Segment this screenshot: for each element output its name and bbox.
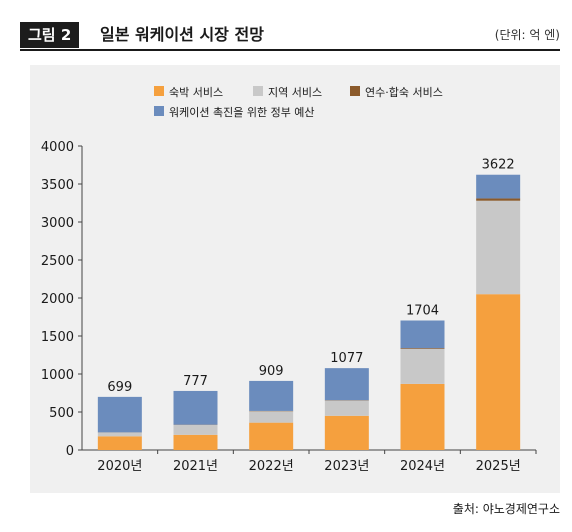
legend-label-3: 워케이션 촉진을 위한 정부 예산 [169,106,315,119]
bar-segment-2 [476,198,521,201]
bar-total-label: 3622 [482,158,515,173]
legend-swatch-2 [350,86,360,96]
y-tick-label: 2000 [41,292,74,307]
bar-segment-0 [400,383,445,450]
bar-segment-2 [400,348,445,349]
x-tick-label: 2022년 [249,459,294,474]
bar-segment-0 [249,422,294,450]
unit-label: (단위: 억 엔) [494,28,560,42]
figure-title: 일본 워케이션 시장 전망 [100,25,264,44]
bar-segment-0 [173,434,218,450]
x-tick-label: 2023년 [324,459,369,474]
bar-total-label: 1077 [330,351,363,366]
bar-segment-1 [249,411,294,423]
bar-segment-3 [97,396,142,433]
y-tick-label: 1000 [41,368,74,383]
legend-swatch-1 [253,86,263,96]
bar-segment-1 [173,424,218,435]
x-tick-label: 2024년 [400,459,445,474]
bar-segment-1 [400,348,445,384]
bar-segment-3 [476,174,521,199]
y-tick-label: 2500 [41,254,74,269]
bar-segment-3 [324,368,369,401]
bar-total-label: 909 [259,364,284,379]
x-tick-label: 2020년 [97,459,142,474]
legend-label-0: 숙박 서비스 [169,86,223,99]
bar-total-label: 699 [107,380,132,395]
y-tick-label: 3500 [41,178,74,193]
bar-segment-1 [324,400,369,416]
legend-swatch-0 [154,86,164,96]
y-tick-label: 0 [66,444,74,459]
y-tick-label: 500 [49,406,74,421]
bar-segment-0 [97,436,142,450]
legend-swatch-3 [154,106,164,116]
figure-header: 그림 2 일본 워케이션 시장 전망 (단위: 억 엔) [20,22,560,48]
bar-segment-3 [249,380,294,411]
y-tick-label: 4000 [41,140,74,155]
bar-segment-1 [97,432,142,437]
legend-label-1: 지역 서비스 [268,86,322,99]
y-tick-label: 1500 [41,330,74,345]
y-tick-label: 3000 [41,216,74,231]
header-rule [20,49,560,51]
bar-segment-0 [476,294,521,450]
bar-total-label: 1704 [406,303,439,318]
x-tick-label: 2025년 [476,459,521,474]
bar-segment-3 [173,390,218,425]
source-note: 출처: 야노경제연구소 [452,502,560,516]
bar-segment-1 [476,200,521,295]
figure-label: 그림 2 [20,22,80,48]
bar-segment-0 [324,415,369,450]
x-tick-label: 2021년 [173,459,218,474]
legend-label-2: 연수·합숙 서비스 [365,86,443,99]
bar-total-label: 777 [183,374,208,389]
bar-segment-3 [400,320,445,349]
